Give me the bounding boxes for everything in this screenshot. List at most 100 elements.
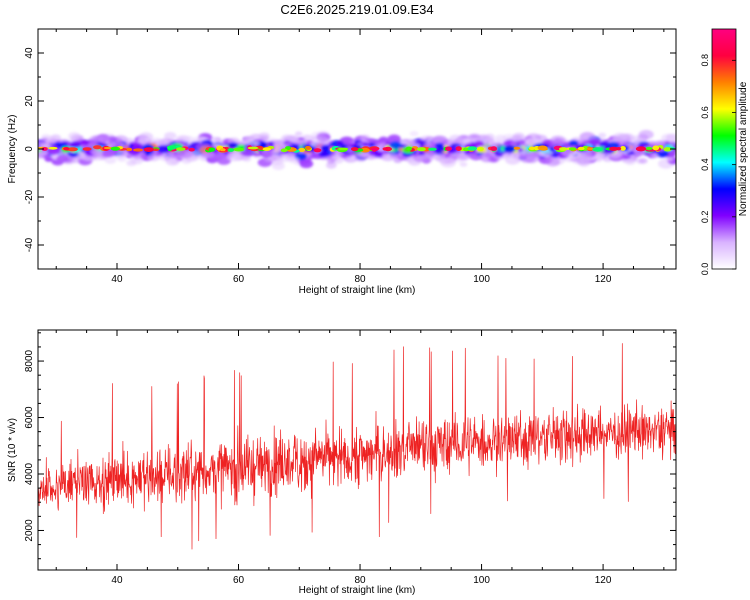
spectrogram-peak	[219, 148, 226, 152]
spectrogram-peak	[143, 147, 154, 153]
spectrogram-cell	[318, 132, 326, 137]
spectrogram-cell	[227, 142, 239, 149]
spectrogram-cell	[116, 150, 128, 158]
snr-x-tick-label: 120	[595, 575, 612, 586]
colorbar-tick-label: 0.8	[700, 54, 710, 67]
snr-frame	[37, 329, 677, 571]
spectrogram-cell	[70, 141, 82, 149]
spectrogram-cell	[104, 156, 117, 164]
spectrogram-cell	[274, 142, 282, 147]
spectrogram-cell	[279, 155, 291, 163]
spectrogram-cell	[625, 159, 636, 166]
spectrogram-cell	[164, 132, 177, 140]
spectrogram-cell	[580, 150, 593, 159]
colorbar-tick-label: 0.4	[700, 158, 710, 171]
spectrogram-peak	[152, 148, 160, 151]
spectrogram-cell	[108, 137, 123, 147]
spectrogram-cell	[127, 144, 134, 148]
spectrogram-cell	[581, 136, 589, 141]
spectrogram-cell	[638, 129, 654, 140]
snr-panel: 40 60 80 100 120 2000 4000 6000 8000 Height of …	[7, 329, 677, 596]
spectrogram-cell	[318, 150, 330, 158]
spectrogram-cell	[510, 140, 519, 147]
spectrogram-cell	[459, 162, 468, 167]
spectrogram-peak	[445, 146, 452, 151]
spectrogram-peak	[41, 147, 48, 151]
spectrogram-cell	[638, 158, 648, 164]
spectrogram-y-tick-label: -20	[24, 189, 35, 204]
spectrogram-cell	[295, 131, 303, 136]
spectrogram-peak	[351, 147, 359, 152]
spectrogram-peak	[63, 147, 70, 151]
spectrogram-peak	[360, 147, 370, 153]
spectrogram-cell	[473, 140, 484, 148]
spectrogram-cell	[440, 157, 457, 168]
spectrogram-peak	[176, 147, 186, 151]
spectrogram-peak	[592, 147, 603, 152]
spectrogram-peak	[476, 146, 484, 152]
spectrogram-cell	[137, 136, 150, 144]
spectrogram-cell	[487, 155, 500, 163]
spectrogram-cell	[612, 132, 628, 142]
snr-y-axis: 2000 4000 6000 8000	[24, 332, 676, 560]
spectrogram-cell	[524, 153, 539, 164]
spectrogram-cell	[423, 141, 432, 147]
spectrogram-cell	[432, 135, 448, 146]
spectrogram-y-tick-label: 40	[24, 47, 35, 59]
spectrogram-peak	[455, 146, 462, 152]
spectrogram-peak	[559, 147, 568, 151]
snr-x-tick-label: 40	[111, 575, 123, 586]
spectrogram-peak	[227, 148, 235, 152]
spectrogram-peak	[417, 147, 426, 152]
spectrogram-cell	[409, 131, 419, 137]
colorbar-tick-label: 0.0	[700, 263, 710, 276]
colorbar: 0.0 0.2 0.4 0.6 0.8 Normalized spectral ampl…	[700, 28, 749, 276]
spectrogram-cell	[89, 148, 101, 155]
spectrogram-cell	[494, 134, 507, 143]
spectrogram-peak	[298, 147, 306, 152]
spectrogram-cell	[325, 161, 337, 169]
spectrogram-x-tick-label: 40	[111, 274, 123, 285]
spectrogram-cell	[458, 153, 470, 161]
spectrogram-peak	[93, 145, 102, 150]
spectrogram-cell	[156, 145, 170, 154]
spectrogram-cell	[512, 132, 525, 141]
spectrogram-cell	[419, 153, 434, 163]
spectrogram-cell	[98, 135, 110, 143]
snr-y-tick-label: 8000	[24, 349, 35, 372]
spectrogram-peak	[188, 147, 195, 152]
spectrogram-y-axis: -40 -20 0 20 40	[24, 28, 676, 270]
spectrogram-cell	[545, 157, 561, 167]
snr-y-axis-label: SNR (10 * v/v)	[7, 418, 18, 482]
spectrogram-cell	[226, 152, 241, 162]
snr-y-tick-label: 4000	[24, 462, 35, 485]
spectrogram-peak	[586, 147, 594, 151]
colorbar-gradient	[712, 29, 736, 269]
spectrogram-cell	[320, 137, 329, 143]
spectrogram-cell	[367, 142, 375, 147]
spectrogram-panel: 40 60 80 100 120 -40 -20 0 20 40 Height of strai…	[7, 28, 677, 296]
spectrogram-x-axis-label: Height of straight line (km)	[299, 285, 416, 296]
spectrogram-cell	[654, 140, 665, 147]
spectrogram-cell	[588, 138, 601, 146]
spectrogram-cell	[288, 156, 300, 164]
snr-x-axis-label: Height of straight line (km)	[299, 585, 416, 596]
spectrogram-peak	[529, 146, 535, 151]
spectrogram-x-tick-label: 80	[354, 274, 366, 285]
spectrogram-cell	[503, 145, 516, 153]
spectrogram-peak	[247, 146, 259, 150]
spectrogram-cell	[484, 137, 496, 145]
figure-title: C2E6.2025.219.01.09.E34	[280, 2, 433, 17]
spectrogram-cell	[335, 140, 344, 146]
spectrogram-cell	[550, 135, 566, 146]
snr-x-axis: 40 60 80 100 120	[55, 330, 665, 586]
spectrogram-peak	[82, 147, 92, 151]
spectrogram-peak	[370, 147, 379, 151]
spectrogram-peak	[635, 146, 647, 152]
colorbar-frame	[711, 28, 737, 270]
spectrogram-y-tick-label: -40	[24, 237, 35, 252]
spectrogram-cell	[69, 152, 78, 157]
spectrogram-cell	[362, 142, 369, 147]
spectrogram-cell	[501, 152, 515, 161]
